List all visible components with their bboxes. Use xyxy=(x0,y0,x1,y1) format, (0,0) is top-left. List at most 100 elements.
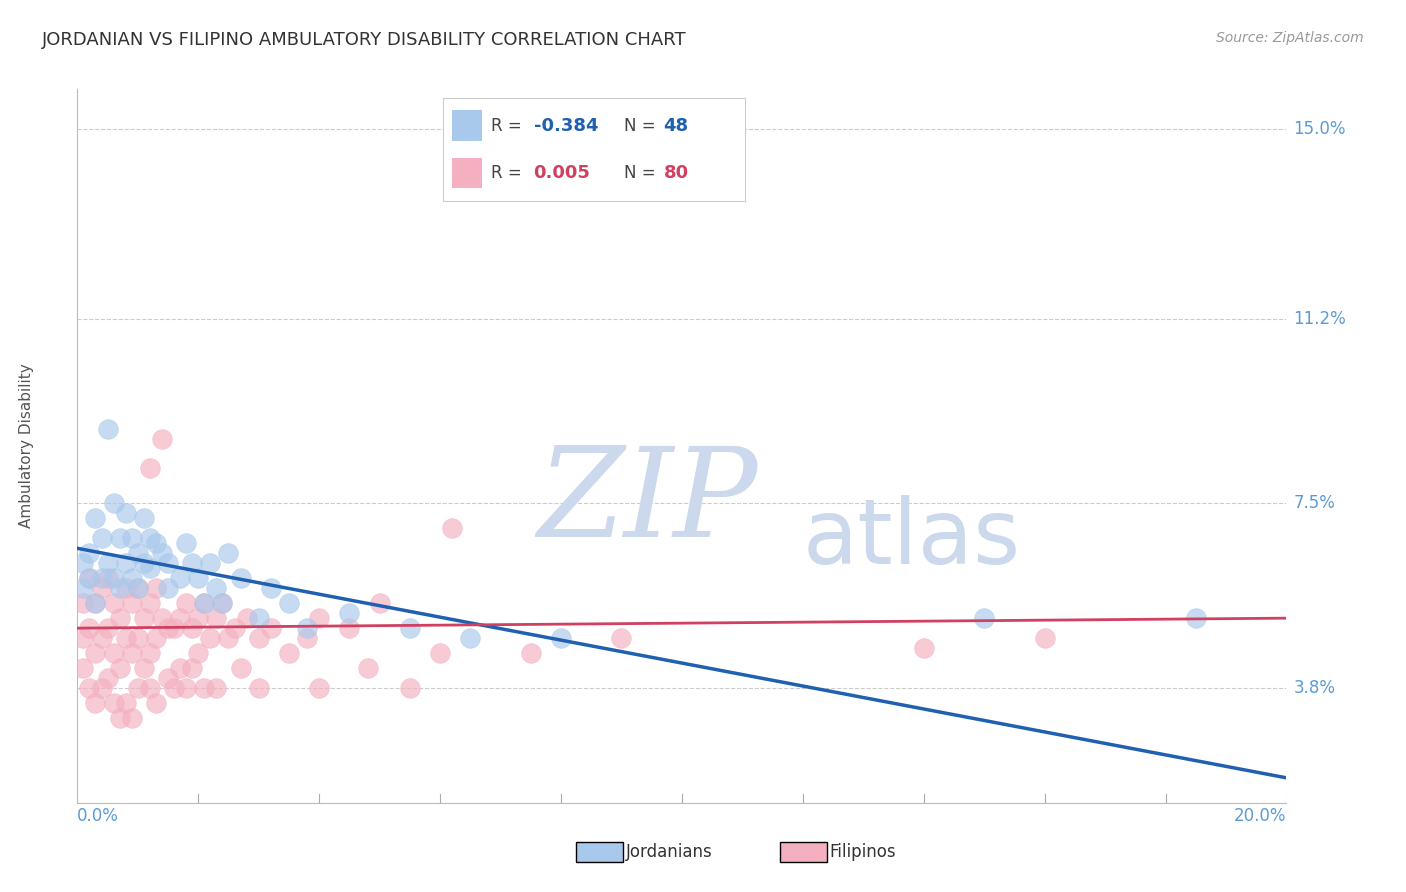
Point xyxy=(308,681,330,695)
Point xyxy=(132,511,155,525)
Point xyxy=(79,571,101,585)
Bar xyxy=(451,158,482,188)
Text: Ambulatory Disability: Ambulatory Disability xyxy=(20,364,34,528)
Point xyxy=(229,571,252,585)
Text: 0.005: 0.005 xyxy=(534,164,591,182)
Point xyxy=(79,571,101,585)
Point xyxy=(163,621,186,635)
Text: 20.0%: 20.0% xyxy=(1234,807,1286,825)
Point xyxy=(108,581,131,595)
Bar xyxy=(451,111,482,141)
Point xyxy=(145,631,167,645)
Point xyxy=(187,571,209,585)
Point xyxy=(72,661,94,675)
Point xyxy=(103,696,125,710)
Point xyxy=(337,606,360,620)
Point xyxy=(114,631,136,645)
Point xyxy=(103,646,125,660)
Point xyxy=(224,621,246,635)
Point xyxy=(157,581,180,595)
Point xyxy=(247,611,270,625)
Point xyxy=(103,496,125,510)
Point xyxy=(278,596,301,610)
Point xyxy=(108,711,131,725)
Point xyxy=(79,681,101,695)
Text: 3.8%: 3.8% xyxy=(1294,679,1336,697)
Point xyxy=(193,596,215,610)
Point xyxy=(150,546,173,560)
Text: ZIP: ZIP xyxy=(537,442,758,564)
Point xyxy=(132,611,155,625)
Point xyxy=(295,631,318,645)
Text: Jordanians: Jordanians xyxy=(626,843,713,861)
Point xyxy=(973,611,995,625)
Point xyxy=(1184,611,1206,625)
Point xyxy=(127,681,149,695)
Point xyxy=(132,556,155,570)
Point xyxy=(139,596,162,610)
Point xyxy=(108,611,131,625)
Point xyxy=(193,681,215,695)
Point xyxy=(139,531,162,545)
Point xyxy=(132,661,155,675)
Point xyxy=(84,511,107,525)
Point xyxy=(205,581,228,595)
Point xyxy=(193,596,215,610)
Point xyxy=(441,521,464,535)
Point xyxy=(429,646,451,660)
Text: N =: N = xyxy=(624,117,655,135)
Point xyxy=(150,432,173,446)
Point xyxy=(114,507,136,521)
Text: 15.0%: 15.0% xyxy=(1294,120,1346,138)
Text: 11.2%: 11.2% xyxy=(1294,310,1347,327)
Point xyxy=(260,621,283,635)
Point xyxy=(114,696,136,710)
Point xyxy=(114,581,136,595)
Point xyxy=(187,646,209,660)
Point xyxy=(200,631,222,645)
Point xyxy=(181,556,204,570)
Point xyxy=(278,646,301,660)
Point xyxy=(79,546,101,560)
Point xyxy=(205,611,228,625)
Point xyxy=(90,531,112,545)
Point xyxy=(218,631,240,645)
Point xyxy=(169,661,191,675)
Point xyxy=(145,696,167,710)
Point xyxy=(356,661,378,675)
Point xyxy=(181,661,204,675)
Point xyxy=(157,556,180,570)
Point xyxy=(121,711,143,725)
Point xyxy=(157,621,180,635)
Point xyxy=(1033,631,1056,645)
Point xyxy=(174,596,197,610)
Point xyxy=(139,646,162,660)
Point xyxy=(84,696,107,710)
Point xyxy=(145,581,167,595)
Point xyxy=(96,621,118,635)
Text: 0.0%: 0.0% xyxy=(77,807,120,825)
Point xyxy=(90,581,112,595)
Point xyxy=(174,536,197,550)
Point xyxy=(79,621,101,635)
Point xyxy=(139,681,162,695)
Point xyxy=(368,596,391,610)
Point xyxy=(127,546,149,560)
Point xyxy=(72,556,94,570)
Point xyxy=(90,631,112,645)
Point xyxy=(235,611,257,625)
Point xyxy=(108,531,131,545)
Point xyxy=(139,561,162,575)
Point xyxy=(912,641,935,656)
Point xyxy=(121,531,143,545)
Point xyxy=(96,556,118,570)
Text: JORDANIAN VS FILIPINO AMBULATORY DISABILITY CORRELATION CHART: JORDANIAN VS FILIPINO AMBULATORY DISABIL… xyxy=(42,31,686,49)
Text: N =: N = xyxy=(624,164,655,182)
Point xyxy=(229,661,252,675)
Point xyxy=(84,596,107,610)
Text: Filipinos: Filipinos xyxy=(830,843,896,861)
Point xyxy=(90,681,112,695)
Point xyxy=(103,596,125,610)
Point xyxy=(169,571,191,585)
Point xyxy=(96,571,118,585)
